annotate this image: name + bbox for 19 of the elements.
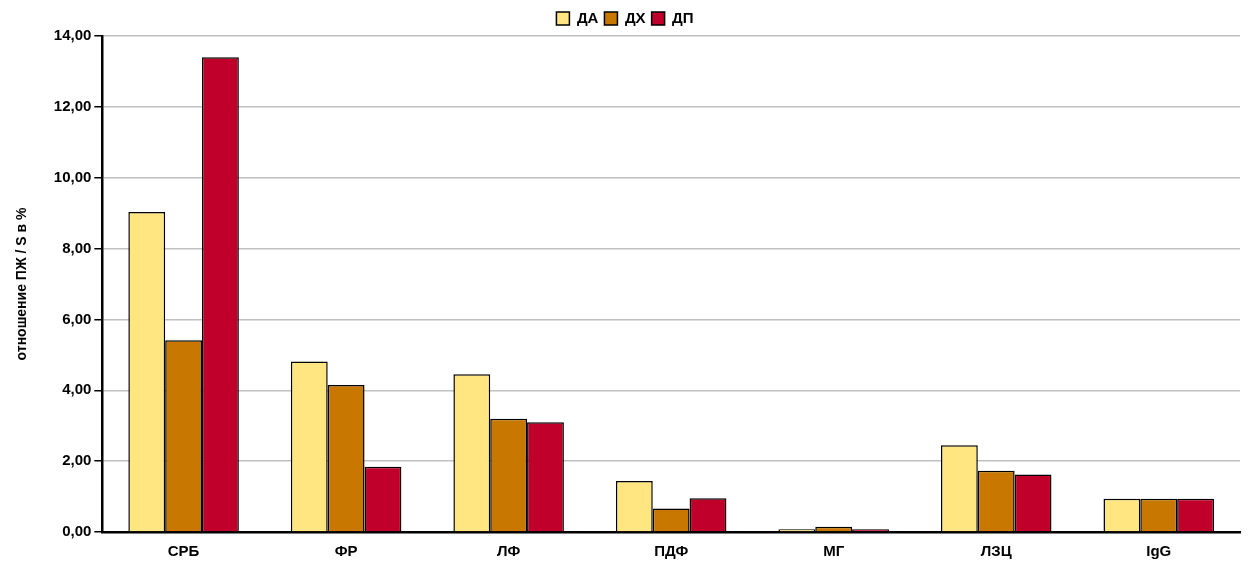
x-tick-label: СРБ bbox=[167, 542, 200, 560]
y-tick-label: 12,00 bbox=[53, 97, 92, 114]
x-tick-label: МГ bbox=[823, 542, 845, 560]
legend-label: ДА bbox=[576, 8, 599, 26]
y-axis-title: отношение ПЖ / S в % bbox=[13, 207, 30, 361]
legend-label: ДП bbox=[672, 8, 694, 26]
x-tick-label: ЛФ bbox=[496, 542, 521, 560]
x-tick-label: ЛЗЦ bbox=[980, 542, 1012, 560]
x-tick-label: IgG bbox=[1146, 542, 1172, 560]
y-tick-label: 14,00 bbox=[53, 26, 92, 44]
y-tick-label: 0,00 bbox=[62, 522, 92, 540]
x-tick-label: ПДФ bbox=[654, 542, 689, 560]
y-tick-label: 8,00 bbox=[62, 238, 92, 256]
y-tick-label: 4,00 bbox=[62, 380, 92, 398]
y-tick-label: 6,00 bbox=[62, 309, 92, 327]
y-tick-label: 10,00 bbox=[53, 167, 92, 185]
legend-label: ДХ bbox=[624, 8, 646, 26]
y-tick-label: 2,00 bbox=[62, 451, 92, 469]
x-tick-label: ФР bbox=[334, 542, 358, 560]
